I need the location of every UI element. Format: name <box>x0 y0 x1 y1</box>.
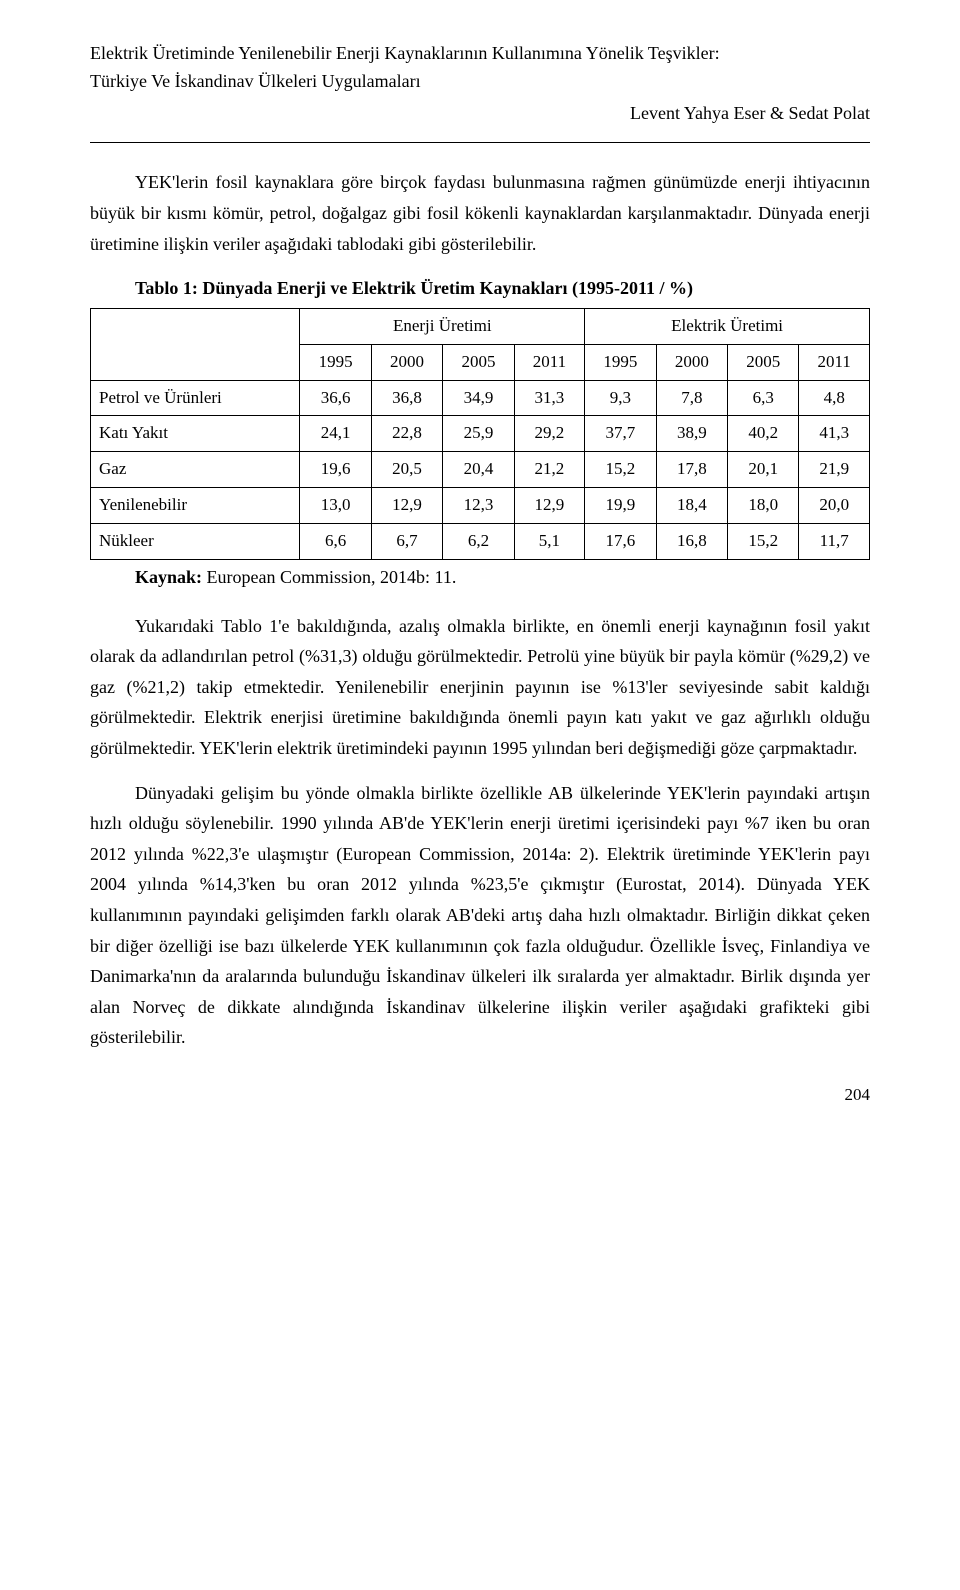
table1-year-5: 2000 <box>656 344 727 380</box>
table1-year-4: 1995 <box>585 344 656 380</box>
table1-cell: 17,6 <box>585 524 656 560</box>
table1-cell: 6,2 <box>443 524 514 560</box>
table1-group-header-row: Enerji Üretimi Elektrik Üretimi <box>91 308 870 344</box>
table1-group-electric: Elektrik Üretimi <box>585 308 870 344</box>
table1-year-7: 2011 <box>799 344 870 380</box>
paragraph-3: Dünyadaki gelişim bu yönde olmakla birli… <box>90 778 870 1053</box>
table1-cell: 36,8 <box>371 380 442 416</box>
table1-cell: 18,0 <box>728 488 799 524</box>
table1-cell: 17,8 <box>656 452 727 488</box>
table1-cell: 31,3 <box>514 380 584 416</box>
page-number: 204 <box>90 1081 870 1110</box>
table1-source: Kaynak: European Commission, 2014b: 11. <box>135 562 870 593</box>
table1-blank-header <box>91 308 300 380</box>
table1-row3-label: Yenilenebilir <box>91 488 300 524</box>
table1-cell: 11,7 <box>799 524 870 560</box>
table1-row2-label: Gaz <box>91 452 300 488</box>
table1-cell: 7,8 <box>656 380 727 416</box>
table-row: Yenilenebilir 13,0 12,9 12,3 12,9 19,9 1… <box>91 488 870 524</box>
table1-source-label: Kaynak: <box>135 567 202 587</box>
table1: Enerji Üretimi Elektrik Üretimi 1995 200… <box>90 308 870 560</box>
table1-year-0: 1995 <box>300 344 371 380</box>
paragraph-2: Yukarıdaki Tablo 1'e bakıldığında, azalı… <box>90 611 870 764</box>
table1-row0-label: Petrol ve Ürünleri <box>91 380 300 416</box>
table-row: Katı Yakıt 24,1 22,8 25,9 29,2 37,7 38,9… <box>91 416 870 452</box>
table1-cell: 37,7 <box>585 416 656 452</box>
table-row: Gaz 19,6 20,5 20,4 21,2 15,2 17,8 20,1 2… <box>91 452 870 488</box>
table1-year-3: 2011 <box>514 344 584 380</box>
table1-cell: 41,3 <box>799 416 870 452</box>
table1-cell: 22,8 <box>371 416 442 452</box>
page: Elektrik Üretiminde Yenilenebilir Enerji… <box>0 0 960 1150</box>
table1-cell: 40,2 <box>728 416 799 452</box>
header-divider <box>90 142 870 143</box>
paper-title-line1: Elektrik Üretiminde Yenilenebilir Enerji… <box>90 43 720 63</box>
table-row: Nükleer 6,6 6,7 6,2 5,1 17,6 16,8 15,2 1… <box>91 524 870 560</box>
table1-cell: 9,3 <box>585 380 656 416</box>
running-header: Elektrik Üretiminde Yenilenebilir Enerji… <box>90 40 870 128</box>
table1-cell: 19,9 <box>585 488 656 524</box>
paragraph-1: YEK'lerin fosil kaynaklara göre birçok f… <box>90 167 870 259</box>
table1-year-1: 2000 <box>371 344 442 380</box>
table1-row4-label: Nükleer <box>91 524 300 560</box>
table1-cell: 13,0 <box>300 488 371 524</box>
table1-year-2: 2005 <box>443 344 514 380</box>
paper-title-line2: Türkiye Ve İskandinav Ülkeleri Uygulamal… <box>90 71 421 91</box>
table1-cell: 20,5 <box>371 452 442 488</box>
table1-cell: 6,6 <box>300 524 371 560</box>
table1-cell: 15,2 <box>728 524 799 560</box>
table1-cell: 24,1 <box>300 416 371 452</box>
table1-group-energy: Enerji Üretimi <box>300 308 585 344</box>
table1-cell: 20,4 <box>443 452 514 488</box>
table1-year-6: 2005 <box>728 344 799 380</box>
table1-cell: 21,9 <box>799 452 870 488</box>
table1-cell: 20,0 <box>799 488 870 524</box>
table1-cell: 6,7 <box>371 524 442 560</box>
table1-cell: 18,4 <box>656 488 727 524</box>
table1-cell: 16,8 <box>656 524 727 560</box>
table1-cell: 4,8 <box>799 380 870 416</box>
table-row: Petrol ve Ürünleri 36,6 36,8 34,9 31,3 9… <box>91 380 870 416</box>
table1-row1-label: Katı Yakıt <box>91 416 300 452</box>
table1-cell: 34,9 <box>443 380 514 416</box>
table1-cell: 5,1 <box>514 524 584 560</box>
table1-cell: 15,2 <box>585 452 656 488</box>
table1-cell: 12,9 <box>514 488 584 524</box>
table1-cell: 19,6 <box>300 452 371 488</box>
table1-cell: 36,6 <box>300 380 371 416</box>
table1-cell: 29,2 <box>514 416 584 452</box>
paper-authors: Levent Yahya Eser & Sedat Polat <box>90 98 870 129</box>
table1-source-text: European Commission, 2014b: 11. <box>202 567 456 587</box>
paper-title: Elektrik Üretiminde Yenilenebilir Enerji… <box>90 40 870 96</box>
table1-cell: 25,9 <box>443 416 514 452</box>
table1-cell: 12,9 <box>371 488 442 524</box>
table1-title: Tablo 1: Dünyada Enerji ve Elektrik Üret… <box>135 273 870 304</box>
table1-cell: 12,3 <box>443 488 514 524</box>
table1-cell: 6,3 <box>728 380 799 416</box>
table1-body: Petrol ve Ürünleri 36,6 36,8 34,9 31,3 9… <box>91 380 870 559</box>
table1-cell: 20,1 <box>728 452 799 488</box>
table1-cell: 38,9 <box>656 416 727 452</box>
table1-cell: 21,2 <box>514 452 584 488</box>
